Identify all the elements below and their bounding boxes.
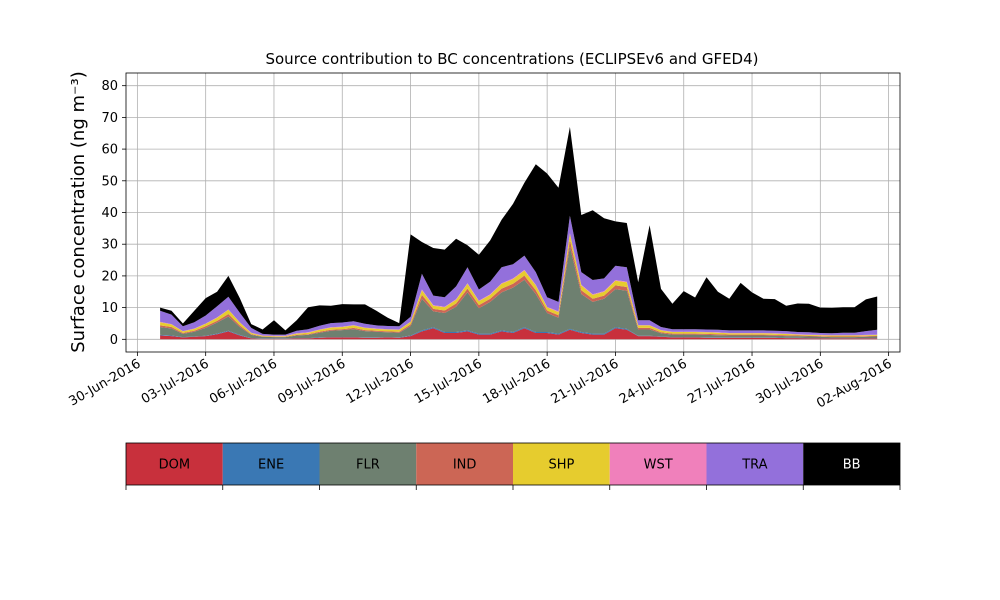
x-tick-label: 02-Aug-2016: [814, 356, 894, 411]
y-tick-label: 70: [101, 111, 118, 126]
y-tick-label: 20: [101, 269, 118, 284]
y-tick-label: 0: [110, 333, 118, 348]
x-tick-label: 27-Jul-2016: [685, 356, 758, 407]
area-series-bb: [160, 126, 878, 335]
y-tick-label: 40: [101, 206, 118, 221]
x-tick-label: 30-Jun-2016: [67, 356, 144, 409]
legend-label-shp: SHP: [548, 458, 574, 473]
legend-swatch-tra: [706, 443, 804, 485]
legend-label-bb: BB: [843, 458, 861, 473]
y-tick-label: 60: [101, 143, 118, 158]
x-tick-label: 03-Jul-2016: [139, 356, 212, 407]
legend-label-flr: FLR: [356, 458, 380, 473]
x-tick-label: 12-Jul-2016: [344, 356, 417, 407]
y-axis-label: Surface concentration (ng m⁻³): [68, 71, 89, 353]
plot-area: 0102030405060708030-Jun-201603-Jul-20160…: [67, 72, 901, 412]
legend-swatch-ene: [222, 443, 320, 485]
legend-colorbar: DOM ENE FLR IND SHP WST TRA BB: [125, 442, 901, 490]
x-tick-label: 24-Jul-2016: [617, 356, 690, 407]
area-series-flr: [160, 246, 878, 339]
legend-swatch-ind: [416, 443, 513, 485]
legend-swatch-wst: [609, 443, 707, 485]
area-series-dom: [160, 328, 878, 340]
legend-label-ind: IND: [453, 458, 477, 473]
legend-label-dom: DOM: [159, 458, 190, 473]
legend-label-ene: ENE: [258, 458, 284, 473]
legend-swatch-flr: [319, 443, 417, 485]
legend-swatch-shp: [513, 443, 610, 485]
y-tick-label: 10: [101, 301, 118, 316]
y-tick-label: 30: [101, 238, 118, 253]
x-tick-label: 09-Jul-2016: [275, 356, 348, 407]
x-tick-label: 18-Jul-2016: [480, 356, 553, 407]
x-tick-label: 06-Jul-2016: [207, 356, 280, 407]
legend-label-wst: WST: [644, 458, 673, 473]
y-tick-label: 80: [101, 79, 118, 94]
x-tick-label: 21-Jul-2016: [549, 356, 622, 407]
legend-swatch-dom: [126, 443, 223, 485]
x-tick-label: 15-Jul-2016: [412, 356, 485, 407]
legend-label-tra: TRA: [741, 458, 767, 473]
chart-title: Source contribution to BC concentrations…: [265, 50, 758, 68]
y-tick-label: 50: [101, 174, 118, 189]
legend-swatch-bb: [803, 443, 900, 485]
